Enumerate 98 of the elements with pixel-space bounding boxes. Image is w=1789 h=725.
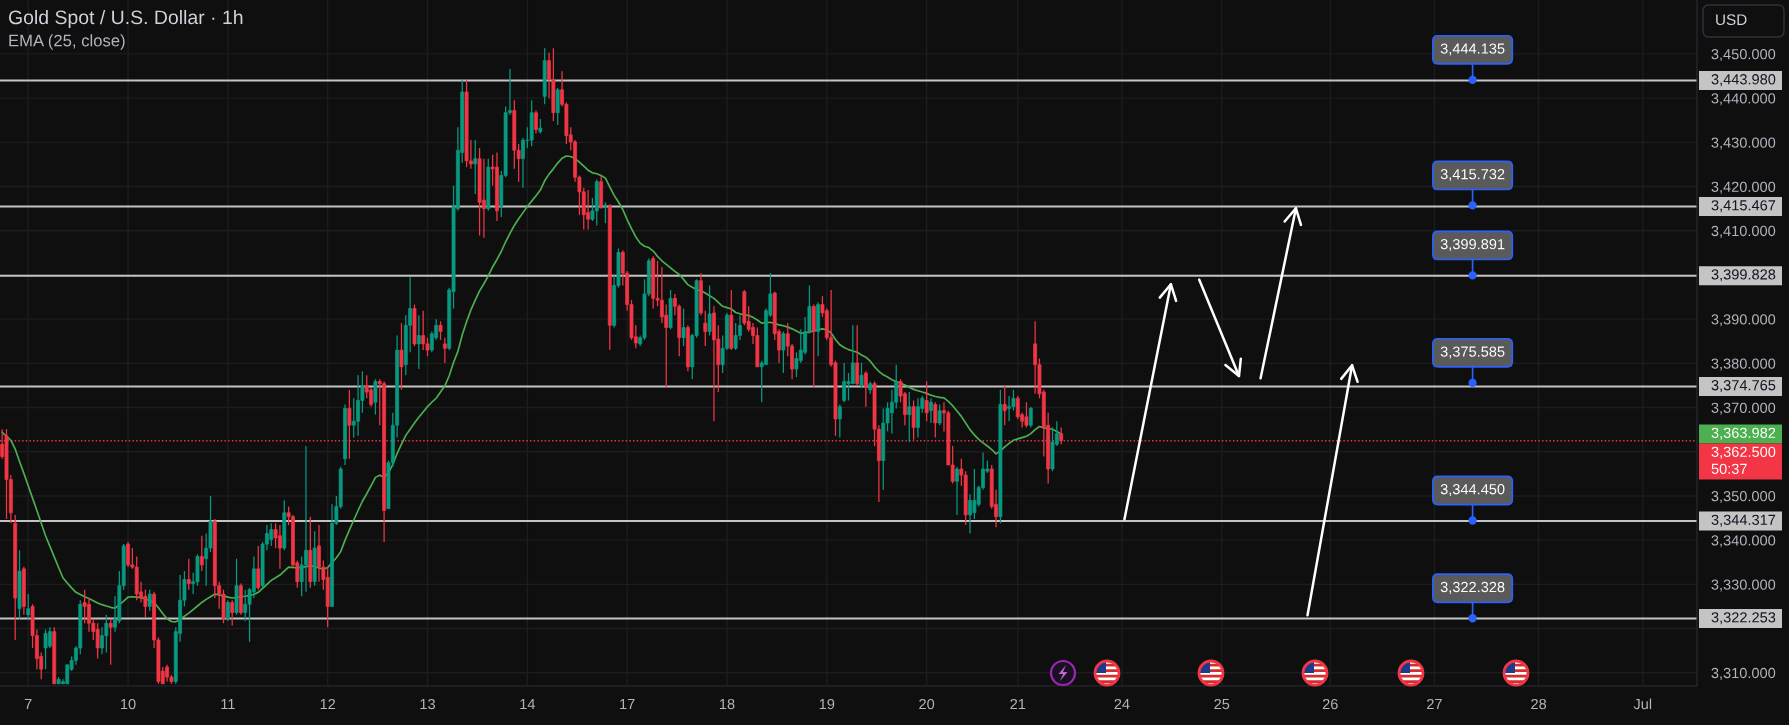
candlestick xyxy=(929,397,933,424)
line-series xyxy=(1,155,1063,623)
candlestick xyxy=(1033,320,1038,395)
candlestick xyxy=(781,330,786,374)
candlestick xyxy=(43,628,48,670)
y-tick-label: 3,330.000 xyxy=(1711,579,1776,592)
candlestick xyxy=(937,403,942,426)
candlestick xyxy=(95,622,100,660)
candlestick xyxy=(65,664,70,685)
candlestick xyxy=(555,87,560,126)
candlestick xyxy=(399,322,404,391)
candlestick xyxy=(373,378,378,416)
candlestick xyxy=(933,401,938,439)
chart-title: Gold Spot / U.S. Dollar · 1h xyxy=(8,9,243,29)
y-tick-label: 3,340.000 xyxy=(1711,535,1776,548)
text: 3,363.982 xyxy=(1711,427,1776,440)
candlestick xyxy=(855,324,860,387)
candlestick xyxy=(199,535,204,572)
candlestick xyxy=(859,362,864,389)
x-tick-label: 11 xyxy=(221,699,235,710)
y-tick-label: 3,310.000 xyxy=(1711,667,1776,680)
candlestick xyxy=(916,397,920,439)
candlestick xyxy=(1028,406,1033,429)
candlestick xyxy=(369,387,373,408)
candlestick xyxy=(26,593,31,620)
annotation: 3,322.328 xyxy=(1440,581,1505,594)
candlestick xyxy=(534,109,538,135)
candlestick xyxy=(681,307,686,347)
candlestick xyxy=(230,599,235,627)
ref-line-label: 3,344.317 xyxy=(1711,514,1776,527)
x-tick-label: Jul xyxy=(1633,698,1652,710)
y-axis-title: USD xyxy=(1716,14,1747,26)
candlestick xyxy=(421,310,426,351)
x-tick-label: 17 xyxy=(620,699,635,710)
annotation: 3,444.135 xyxy=(1440,43,1505,56)
candlestick xyxy=(707,284,712,337)
y-tick-label: 3,440.000 xyxy=(1711,93,1776,106)
candlestick xyxy=(972,468,977,520)
x-tick-label: 10 xyxy=(121,698,136,710)
candlestick xyxy=(521,137,525,189)
ref-line-label: 3,374.765 xyxy=(1711,380,1776,393)
annotation: 3,399.891 xyxy=(1440,239,1505,252)
candlestick xyxy=(442,337,447,364)
candlestick xyxy=(603,201,608,224)
x-tick-label: 27 xyxy=(1427,698,1442,710)
candlestick xyxy=(186,558,191,591)
candlestick xyxy=(416,314,421,370)
candlestick xyxy=(907,391,912,443)
x-tick-label: 14 xyxy=(520,699,536,710)
candlestick xyxy=(147,589,152,612)
x-tick-label: 7 xyxy=(24,699,32,710)
candlestick xyxy=(1024,401,1029,429)
x-tick-label: 26 xyxy=(1322,698,1338,710)
y-tick-label: 3,450.000 xyxy=(1711,49,1776,62)
candlestick xyxy=(703,310,708,347)
ref-line-label: 3,399.828 xyxy=(1711,269,1776,282)
candlestick xyxy=(837,403,842,439)
candlestick xyxy=(659,266,664,324)
x-tick-label: 24 xyxy=(1114,698,1130,710)
ref-line-label: 3,362.500 xyxy=(1711,446,1776,459)
x-tick-label: 19 xyxy=(819,698,835,710)
annotation: 3,344.450 xyxy=(1440,484,1505,497)
candlestick xyxy=(225,599,230,622)
y-tick-label: 3,380.000 xyxy=(1711,358,1776,371)
ref-line-label: 3,443.980 xyxy=(1711,74,1776,87)
candlestick xyxy=(586,189,590,231)
y-tick-label: 3,350.000 xyxy=(1711,491,1776,504)
candlestick xyxy=(108,618,113,666)
x-tick-label: 18 xyxy=(719,698,735,710)
annotation: 3,415.732 xyxy=(1440,168,1505,182)
y-tick-label: 3,390.000 xyxy=(1711,314,1776,327)
candlestick xyxy=(104,614,109,654)
candlestick xyxy=(438,320,443,341)
candlestick xyxy=(955,466,959,516)
candlestick xyxy=(269,522,274,547)
text: 50:37 xyxy=(1711,463,1747,474)
text: EMA (25, close) xyxy=(9,34,125,50)
x-tick-label: 21 xyxy=(1010,698,1026,710)
candlestick xyxy=(243,589,248,622)
candlestick xyxy=(924,380,929,422)
candlestick xyxy=(256,545,261,591)
candlestick xyxy=(850,324,855,385)
ref-line-label: 3,415.467 xyxy=(1711,200,1776,213)
y-tick-label: 3,410.000 xyxy=(1711,225,1776,238)
y-tick-label: 3,420.000 xyxy=(1711,181,1776,194)
x-tick-label: 25 xyxy=(1214,698,1230,710)
annotation: 3,375.585 xyxy=(1440,346,1505,359)
candlestick xyxy=(473,139,478,195)
x-tick-label: 13 xyxy=(420,698,435,710)
candlestick xyxy=(863,370,868,408)
y-tick-label: 3,370.000 xyxy=(1711,402,1776,415)
x-tick-label: 12 xyxy=(320,698,336,710)
candlestick xyxy=(1002,385,1007,426)
x-tick-label: 28 xyxy=(1531,698,1547,710)
y-tick-label: 3,430.000 xyxy=(1711,137,1776,150)
x-tick-label: 20 xyxy=(919,698,935,710)
candlestick xyxy=(842,362,847,403)
ref-line-label: 3,322.253 xyxy=(1711,612,1776,625)
